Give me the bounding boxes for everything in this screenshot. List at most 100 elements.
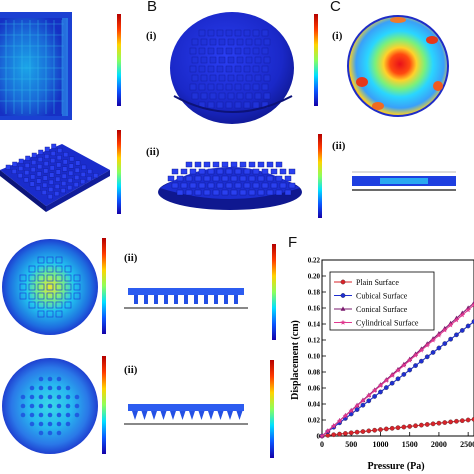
colorbar-d-i <box>102 238 106 334</box>
data-point <box>454 332 459 338</box>
y-tick-label: 0.18 <box>308 289 321 297</box>
data-point <box>371 387 378 393</box>
legend-label: Cubical Surface <box>356 292 408 301</box>
data-point <box>436 420 442 426</box>
data-point <box>407 367 413 373</box>
data-point <box>372 427 377 433</box>
data-point <box>348 408 354 414</box>
legend-label: Cylindrical Surface <box>356 319 419 328</box>
y-tick-label: 0.20 <box>308 273 321 281</box>
data-point <box>430 421 436 427</box>
data-point <box>366 398 372 404</box>
data-point <box>453 317 460 323</box>
x-tick-label: 0 <box>320 440 324 449</box>
colorbar-a-i <box>117 14 121 106</box>
data-point <box>413 363 418 368</box>
data-point <box>389 372 395 378</box>
data-point <box>471 417 474 422</box>
data-point <box>395 425 401 431</box>
data-point <box>395 376 401 382</box>
data-point <box>436 332 442 338</box>
panel-d-i-contour <box>0 234 100 340</box>
panel-label-f: F <box>288 234 298 251</box>
chart-frame <box>321 259 474 437</box>
data-point <box>389 380 395 386</box>
data-point <box>424 342 430 348</box>
data-point <box>366 392 372 398</box>
data-point <box>442 341 448 346</box>
data-point <box>342 413 349 419</box>
data-point <box>360 402 366 408</box>
x-tick-label: 2000 <box>431 440 447 449</box>
x-tick-label: 1500 <box>402 440 418 449</box>
y-tick-label: 0.16 <box>308 305 321 313</box>
data-point <box>419 422 424 428</box>
data-point <box>419 358 424 364</box>
sublabel-b-i: (i) <box>146 30 157 42</box>
data-point <box>424 422 430 427</box>
panel-b-ii-cube-dome <box>150 140 310 220</box>
y-tick-label: 0.04 <box>308 401 321 409</box>
data-point <box>343 431 348 436</box>
data-point <box>401 362 407 368</box>
series-cylindrical-surface <box>319 302 474 439</box>
data-point <box>430 350 436 355</box>
data-point <box>319 433 325 439</box>
y-tick-label: 0 <box>317 433 321 441</box>
data-point <box>454 418 459 424</box>
data-point <box>354 407 360 412</box>
y-tick-label: 0.08 <box>308 369 321 377</box>
data-point <box>459 418 465 423</box>
data-point <box>465 323 471 329</box>
data-point <box>418 347 425 353</box>
panel-c-ii-section <box>350 160 460 220</box>
data-point <box>407 357 413 363</box>
data-point <box>412 352 419 358</box>
panel-e-i-contour <box>0 352 100 460</box>
y-tick-label: 0.06 <box>308 385 321 393</box>
data-point <box>336 418 343 424</box>
data-point <box>325 428 331 434</box>
panel-label-c: C <box>330 0 341 15</box>
panel-a-i-contour <box>0 12 72 120</box>
sublabel-d-ii: (ii) <box>124 252 138 264</box>
data-point <box>366 428 372 434</box>
data-point <box>401 372 407 377</box>
data-point <box>337 431 342 437</box>
data-point <box>459 312 465 318</box>
data-point <box>465 307 471 313</box>
panel-d-ii-section <box>124 282 274 322</box>
data-point <box>389 425 395 431</box>
data-point <box>383 426 389 432</box>
data-point <box>465 417 471 423</box>
sublabel-e-ii: (ii) <box>124 364 138 376</box>
chart-y-axis-label: Displacement (cm) <box>290 320 301 400</box>
data-point <box>424 354 430 360</box>
data-point <box>378 427 383 432</box>
y-tick-label: 0.10 <box>308 353 321 361</box>
y-tick-label: 0.22 <box>308 257 321 265</box>
data-point <box>459 328 465 333</box>
data-point <box>340 279 346 285</box>
data-point <box>372 394 377 399</box>
sublabel-c-i: (i) <box>332 30 343 42</box>
panel-b-i-dome <box>160 4 300 124</box>
colorbar-e-ii <box>270 360 274 458</box>
series-plain-surface <box>319 417 474 439</box>
data-point <box>378 389 383 395</box>
data-point <box>447 322 454 328</box>
sublabel-b-ii: (ii) <box>146 146 160 158</box>
data-point <box>401 424 407 430</box>
y-tick-label: 0.12 <box>308 337 321 345</box>
data-point <box>348 430 354 436</box>
data-point <box>340 306 346 311</box>
y-tick-label: 0.02 <box>308 417 321 425</box>
legend-label: Conical Surface <box>356 305 408 314</box>
panel-label-b: B <box>147 0 158 15</box>
legend-label: Plain Surface <box>356 278 399 287</box>
data-point <box>442 327 448 333</box>
colorbar-b-i <box>314 14 318 106</box>
data-point <box>395 367 401 373</box>
